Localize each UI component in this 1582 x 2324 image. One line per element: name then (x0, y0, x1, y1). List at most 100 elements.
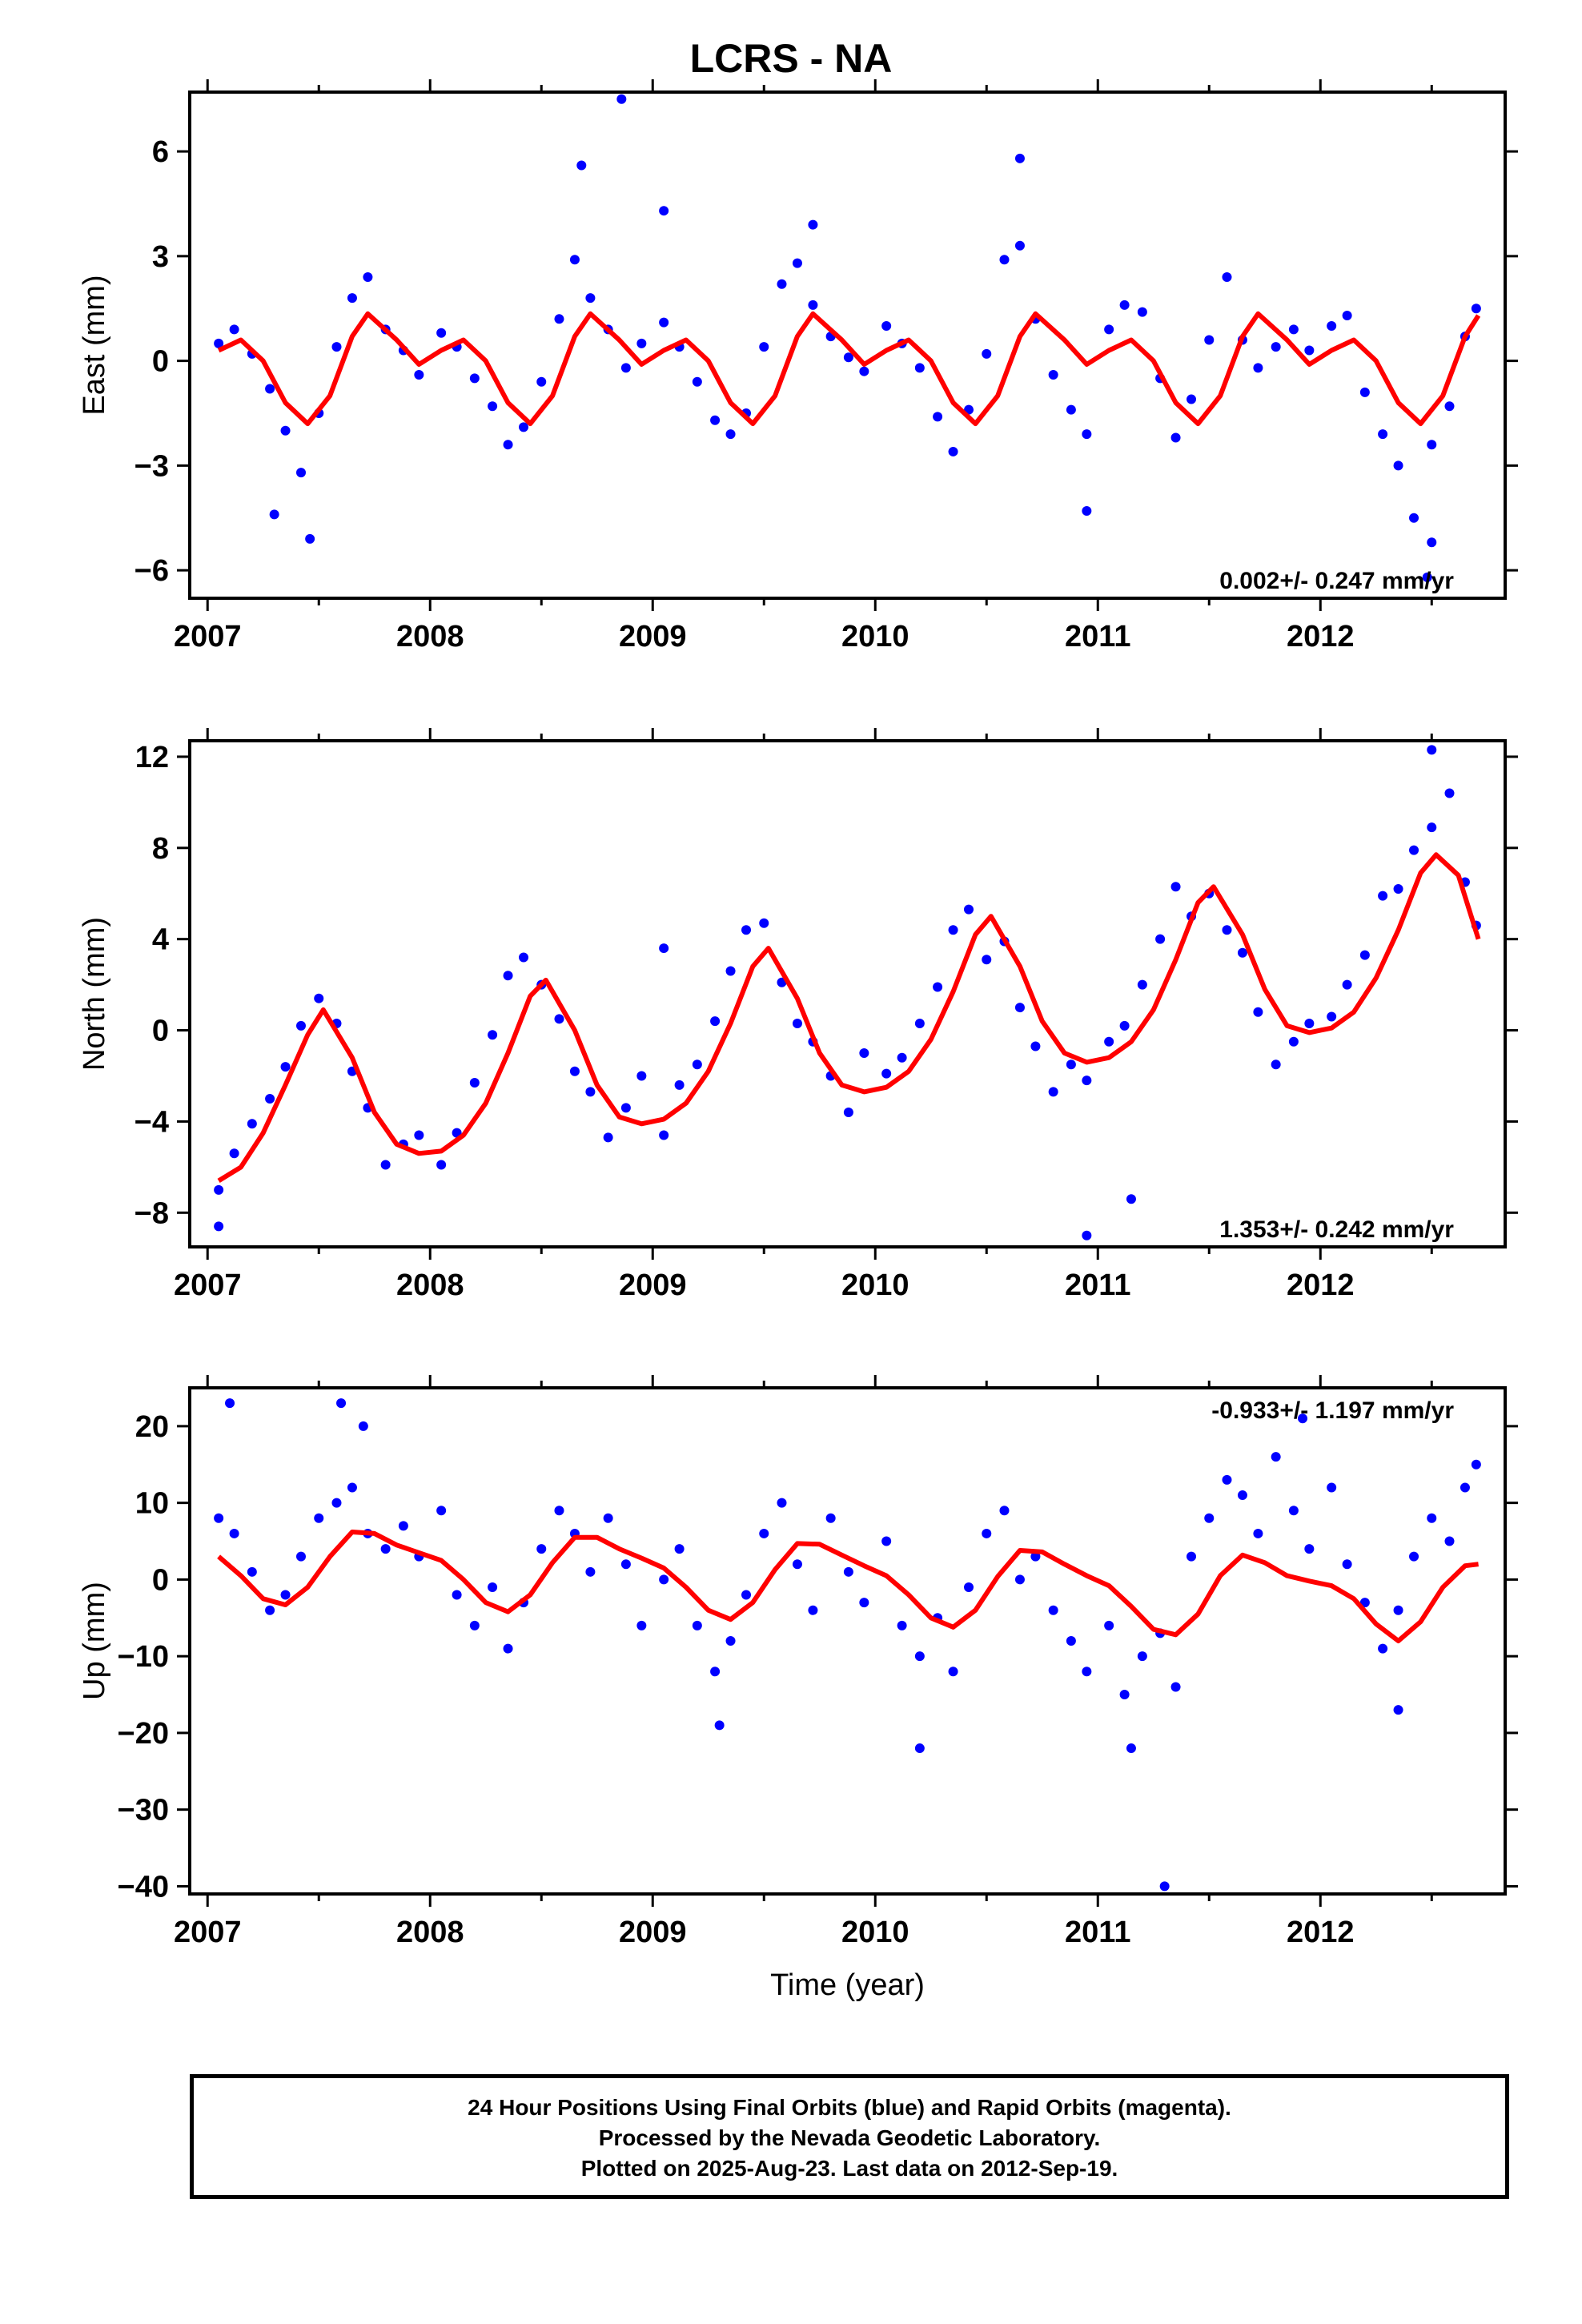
panel-3-data-point (1159, 1881, 1170, 1892)
panel-1-frame (188, 90, 1507, 600)
panel-1-data-point (1288, 324, 1299, 335)
panel-3-data-point (741, 1590, 752, 1600)
panel-2-data-point (741, 925, 752, 935)
panel-3-x-tick-label: 2009 (619, 1916, 687, 1949)
panel-3-data-point (725, 1636, 736, 1646)
panel-1-data-point (305, 533, 315, 544)
panel-2-data-point (1170, 882, 1181, 892)
panel-2-data-point (229, 1148, 239, 1159)
panel-1-data-point (620, 363, 631, 373)
panel-3-data-point (1222, 1474, 1232, 1485)
panel-2-data-point (414, 1130, 424, 1140)
panel-2-data-point (1104, 1036, 1114, 1047)
panel-2-rate-label: 1.353+/- 0.242 mm/yr (1219, 1216, 1454, 1243)
panel-1-data-point (1427, 440, 1437, 450)
panel-2-data-point (1030, 1041, 1041, 1051)
panel-2-data-point (1082, 1230, 1092, 1240)
panel-2-y-tick-label: 12 (135, 741, 169, 774)
panel-3-data-point (536, 1544, 547, 1554)
panel-2-frame (188, 739, 1507, 1248)
panel-3-data-point (296, 1551, 307, 1562)
panel-1-data-point (982, 348, 992, 359)
panel-1-data-point (585, 293, 596, 304)
panel-3-data-point (674, 1544, 685, 1554)
panel-3-data-point (692, 1620, 702, 1630)
panel-1-data-point (710, 415, 721, 425)
footer-line-2: Processed by the Nevada Geodetic Laborat… (598, 2125, 1101, 2150)
panel-3-data-point (914, 1743, 925, 1754)
panel-1-data-point (948, 446, 958, 456)
panel-2-data-point (1378, 891, 1388, 901)
panel-2-data-point (554, 1014, 564, 1024)
panel-3-data-point (1327, 1482, 1337, 1493)
panel-3-data-point (1304, 1544, 1315, 1554)
panel-2-data-point (1137, 979, 1147, 990)
panel-3-y-tick-label: −20 (118, 1717, 169, 1751)
panel-3-data-point (1237, 1490, 1247, 1501)
panel-3-data-point (1342, 1559, 1352, 1570)
panel-2-data-point (792, 1019, 802, 1029)
panel-3-data-point (808, 1605, 818, 1615)
panel-3-data-point (777, 1498, 787, 1508)
panel-2-data-point (881, 1068, 892, 1079)
panel-3-data-point (265, 1605, 275, 1615)
panel-3-data-point (759, 1528, 769, 1538)
panel-2-x-tick-label: 2011 (1065, 1269, 1130, 1302)
panel-3-data-point (964, 1582, 974, 1592)
panel-2-y-tick-label: 8 (152, 832, 169, 866)
panel-2-data-point (1271, 1059, 1281, 1070)
panel-3-rate-label: -0.933+/- 1.197 mm/yr (1211, 1397, 1454, 1424)
panel-2-data-point (1014, 1003, 1025, 1013)
panel-3-y-tick-label: −40 (118, 1870, 169, 1904)
panel-1-data-point (1409, 513, 1419, 523)
panel-1-data-point (808, 300, 818, 310)
panel-2-data-point (843, 1108, 853, 1118)
panel-1-x-tick-label: 2009 (619, 620, 687, 653)
footer-line-3: Plotted on 2025-Aug-23. Last data on 201… (580, 2156, 1118, 2181)
panel-3-data-point (1119, 1690, 1130, 1700)
panel-1-data-point (1186, 394, 1197, 404)
panel-2-data-point (1444, 788, 1455, 798)
panel-3-data-point (948, 1667, 958, 1677)
panel-1-data-point (1253, 363, 1263, 373)
panel-3-model-line (217, 1530, 1479, 1643)
panel-1-data-point (229, 324, 239, 335)
panel-3-data-point (1030, 1551, 1041, 1562)
panel-3-data-point (1393, 1605, 1403, 1615)
panel-3-data-point (982, 1528, 992, 1538)
panel-3-data-point (358, 1421, 368, 1431)
panel-3-data-point (488, 1582, 498, 1592)
panel-2-data-point (1126, 1194, 1136, 1204)
panel-3-data-point (469, 1620, 480, 1630)
panel-2-x-tick-label: 2009 (619, 1269, 687, 1302)
panel-1-data-point (265, 384, 275, 394)
panel-1-data-point (414, 370, 424, 380)
panel-3-data-point (897, 1620, 907, 1630)
panel-1-data-point (725, 429, 736, 440)
panel-3-data-point (280, 1590, 291, 1600)
panel-3-data-point (1186, 1551, 1197, 1562)
panel-3-y-tick-label: −10 (118, 1640, 169, 1674)
panel-3-data-point (1137, 1651, 1147, 1662)
panel-1-data-point (914, 363, 925, 373)
panel-2-x-tick-label: 2007 (174, 1269, 242, 1302)
panel-1-data-point (859, 366, 869, 376)
panel-3-x-tick-label: 2011 (1065, 1916, 1130, 1949)
panel-1-data-point (1304, 345, 1315, 356)
panel-1-y-axis-label: East (mm) (78, 275, 111, 415)
panel-1-y-tick-label: −6 (135, 554, 169, 588)
panel-1-data-point (488, 401, 498, 412)
panel-3-data-point (843, 1566, 853, 1577)
panel-3-data-point (999, 1506, 1010, 1516)
panel-1-data-point (1048, 370, 1058, 380)
panel-1-data-point (569, 255, 580, 265)
panel-3-data-point (1471, 1459, 1481, 1470)
panel-3-x-tick-label: 2007 (174, 1916, 242, 1949)
panel-3-data-point (1170, 1682, 1181, 1692)
chart-title: LCRS - NA (689, 36, 893, 81)
panel-3-x-axis-label: Time (year) (770, 1968, 925, 2002)
panel-2-data-point (585, 1087, 596, 1097)
panel-3-data-point (620, 1559, 631, 1570)
